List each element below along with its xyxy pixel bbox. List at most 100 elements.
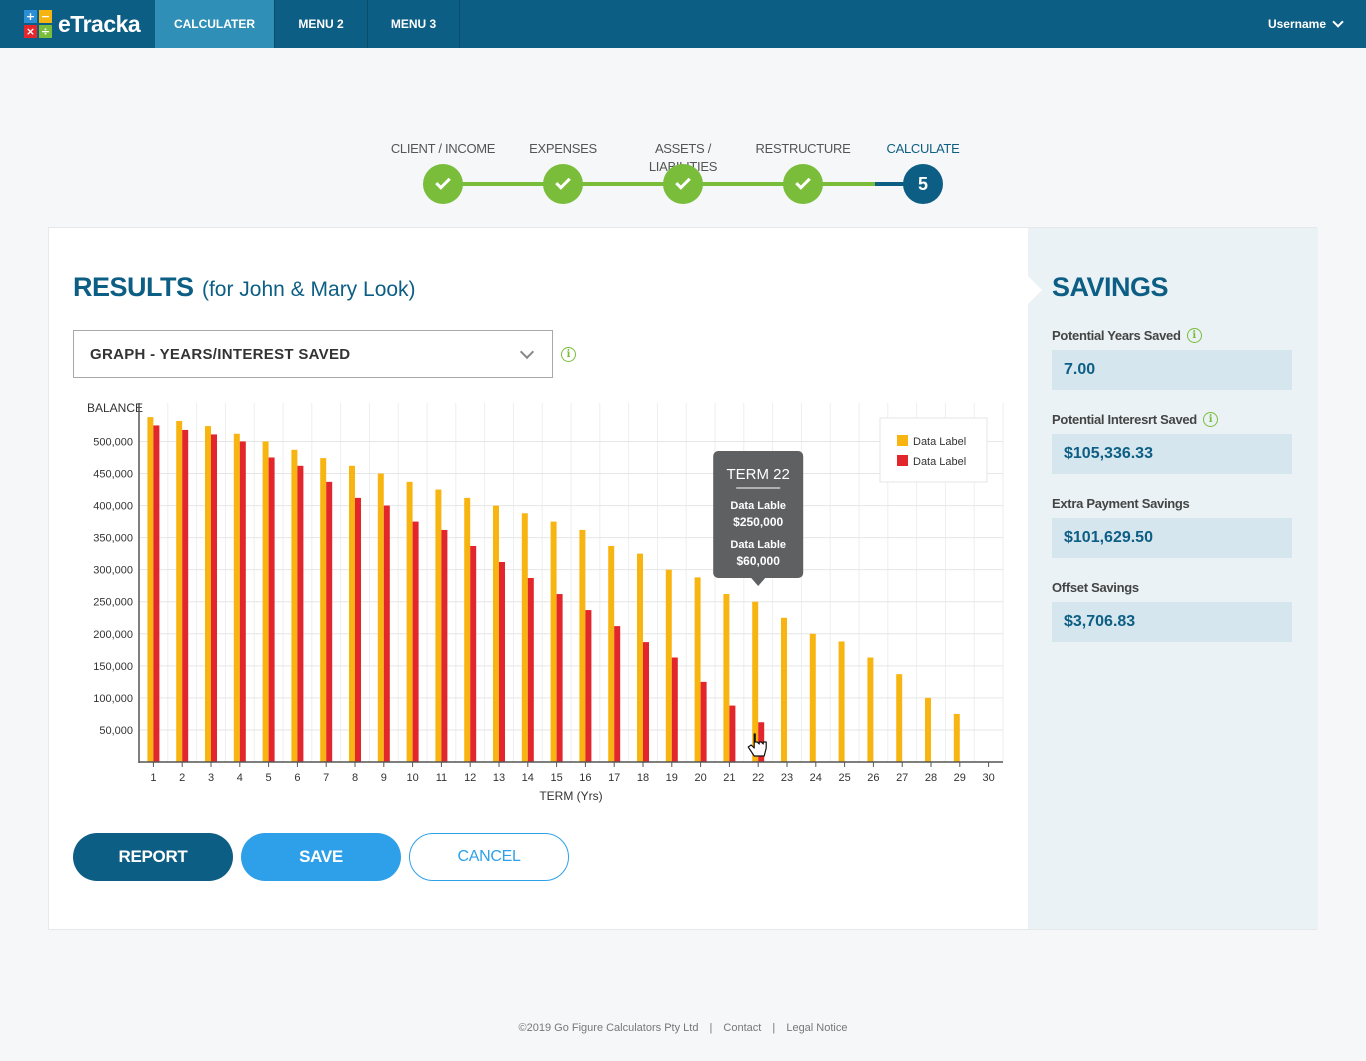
step-complete-badge <box>423 164 463 204</box>
bar-series-2 <box>729 705 736 762</box>
x-tick-label: 19 <box>666 772 678 784</box>
bar-series-1 <box>752 601 759 762</box>
x-tick-label: 23 <box>781 772 793 784</box>
chevron-down-icon <box>519 344 535 360</box>
step-restructure[interactable]: RESTRUCTURE <box>743 140 863 204</box>
x-tick-label: 5 <box>266 772 272 784</box>
x-tick-label: 11 <box>436 772 447 784</box>
y-tick-label: 100,000 <box>93 693 133 705</box>
bar-series-2 <box>326 481 333 762</box>
bar-series-2 <box>585 610 592 762</box>
legal-notice-link[interactable]: Legal Notice <box>786 1022 848 1034</box>
y-tick-label: 350,000 <box>93 533 133 545</box>
x-tick-label: 27 <box>896 772 908 784</box>
savings-label-years: Potential Years Saved i <box>1052 328 1202 343</box>
results-heading: RESULTS <box>73 272 194 302</box>
x-tick-label: 8 <box>352 772 358 784</box>
main-nav: CALCULATER MENU 2 MENU 3 <box>155 0 460 48</box>
report-button[interactable]: REPORT <box>73 833 233 881</box>
x-tick-label: 3 <box>208 772 214 784</box>
legend-swatch <box>897 455 908 466</box>
progress-stepper: CLIENT / INCOME EXPENSES ASSETS / LIABIL… <box>383 140 983 204</box>
balance-bar-chart: 50,000 100,000 150,000 200,000 250,000 300,00… <box>87 401 1004 803</box>
calculator-logo-icon: + − × ÷ <box>24 10 52 38</box>
user-menu[interactable]: Username <box>1267 0 1344 48</box>
bar-series-1 <box>637 553 643 762</box>
bar-series-1 <box>896 674 903 762</box>
x-tick-label: 25 <box>838 772 850 784</box>
x-tick-label: 13 <box>493 772 505 784</box>
bar-series-1 <box>694 577 701 762</box>
x-tick-label: 16 <box>579 772 591 784</box>
contact-link[interactable]: Contact <box>723 1022 762 1034</box>
tooltip-row-label: Data Lable <box>730 500 786 512</box>
info-icon[interactable]: i <box>1202 412 1218 427</box>
x-tick-label: 7 <box>323 772 329 784</box>
checkmark-icon <box>435 174 451 190</box>
checkmark-icon <box>675 174 691 190</box>
x-tick-label: 9 <box>381 772 387 784</box>
results-card: RESULTS (for John & Mary Look) GRAPH - Y… <box>48 227 1318 930</box>
footer: ©2019 Go Figure Calculators Pty Ltd | Co… <box>518 1022 848 1034</box>
legend-label: Data Label <box>913 456 966 468</box>
step-complete-badge <box>543 164 583 204</box>
bar-series-2 <box>556 594 563 762</box>
bar-series-2 <box>499 561 505 762</box>
stepper-current-line <box>875 182 923 186</box>
y-tick-label: 150,000 <box>93 661 133 673</box>
x-tick-label: 29 <box>954 772 966 784</box>
nav-item-menu-3[interactable]: MENU 3 <box>368 0 460 48</box>
bar-series-1 <box>262 441 269 762</box>
step-assets-liabilities[interactable]: ASSETS / LIABILITIES <box>623 140 743 204</box>
bar-series-2 <box>671 657 678 762</box>
x-tick-label: 28 <box>925 772 937 784</box>
chevron-down-icon <box>1332 16 1344 28</box>
x-tick-label: 4 <box>237 772 243 784</box>
bar-series-2 <box>700 681 707 762</box>
info-icon[interactable]: i <box>1186 328 1202 343</box>
graph-type-select[interactable]: GRAPH - YEARS/INTEREST SAVED <box>73 330 553 378</box>
bar-series-2 <box>153 425 160 762</box>
tooltip-title: TERM 22 <box>727 466 790 483</box>
x-tick-label: 10 <box>406 772 418 784</box>
bar-series-2 <box>527 578 534 762</box>
x-tick-label: 1 <box>150 772 156 784</box>
tooltip-pointer <box>751 578 766 586</box>
cancel-button[interactable]: CANCEL <box>409 833 569 881</box>
app-logo[interactable]: + − × ÷ eTracka <box>24 10 141 38</box>
hand-cursor-icon <box>747 733 767 757</box>
y-axis-label: BALANCE <box>87 401 143 415</box>
savings-value-interest: $105,336.33 <box>1052 434 1292 474</box>
bar-series-2 <box>383 505 390 762</box>
username-label: Username <box>1267 17 1326 31</box>
bar-series-1 <box>320 458 327 762</box>
x-tick-label: 26 <box>867 772 879 784</box>
nav-item-calculater[interactable]: CALCULATER <box>155 0 275 48</box>
x-tick-label: 2 <box>179 772 185 784</box>
y-tick-label: 500,000 <box>93 436 133 448</box>
x-tick-label: 17 <box>608 772 620 784</box>
savings-label-extra-payment: Extra Payment Savings <box>1052 496 1190 511</box>
bar-series-1 <box>550 521 557 762</box>
tooltip-row-value: $60,000 <box>737 554 781 568</box>
bar-series-2 <box>268 457 275 762</box>
x-tick-label: 6 <box>294 772 300 784</box>
tooltip-row-value: $250,000 <box>733 515 783 529</box>
app-name: eTracka <box>58 10 141 37</box>
bar-series-2 <box>239 441 246 762</box>
step-complete-badge <box>663 164 703 204</box>
results-subheading: (for John & Mary Look) <box>201 278 416 301</box>
y-tick-label: 450,000 <box>93 469 133 481</box>
nav-item-menu-2[interactable]: MENU 2 <box>275 0 368 48</box>
step-calculate[interactable]: CALCULATE 5 <box>863 140 983 204</box>
page-title: RESULTS (for John & Mary Look) <box>73 272 416 303</box>
bar-series-1 <box>953 713 960 762</box>
step-complete-badge <box>783 164 823 204</box>
bar-series-1 <box>349 465 355 762</box>
step-expenses[interactable]: EXPENSES <box>503 140 623 204</box>
save-button[interactable]: SAVE <box>241 833 401 881</box>
bar-series-2 <box>614 626 621 762</box>
step-client-income[interactable]: CLIENT / INCOME <box>383 140 503 204</box>
y-tick-label: 250,000 <box>93 597 133 609</box>
info-icon[interactable]: i <box>561 347 576 362</box>
